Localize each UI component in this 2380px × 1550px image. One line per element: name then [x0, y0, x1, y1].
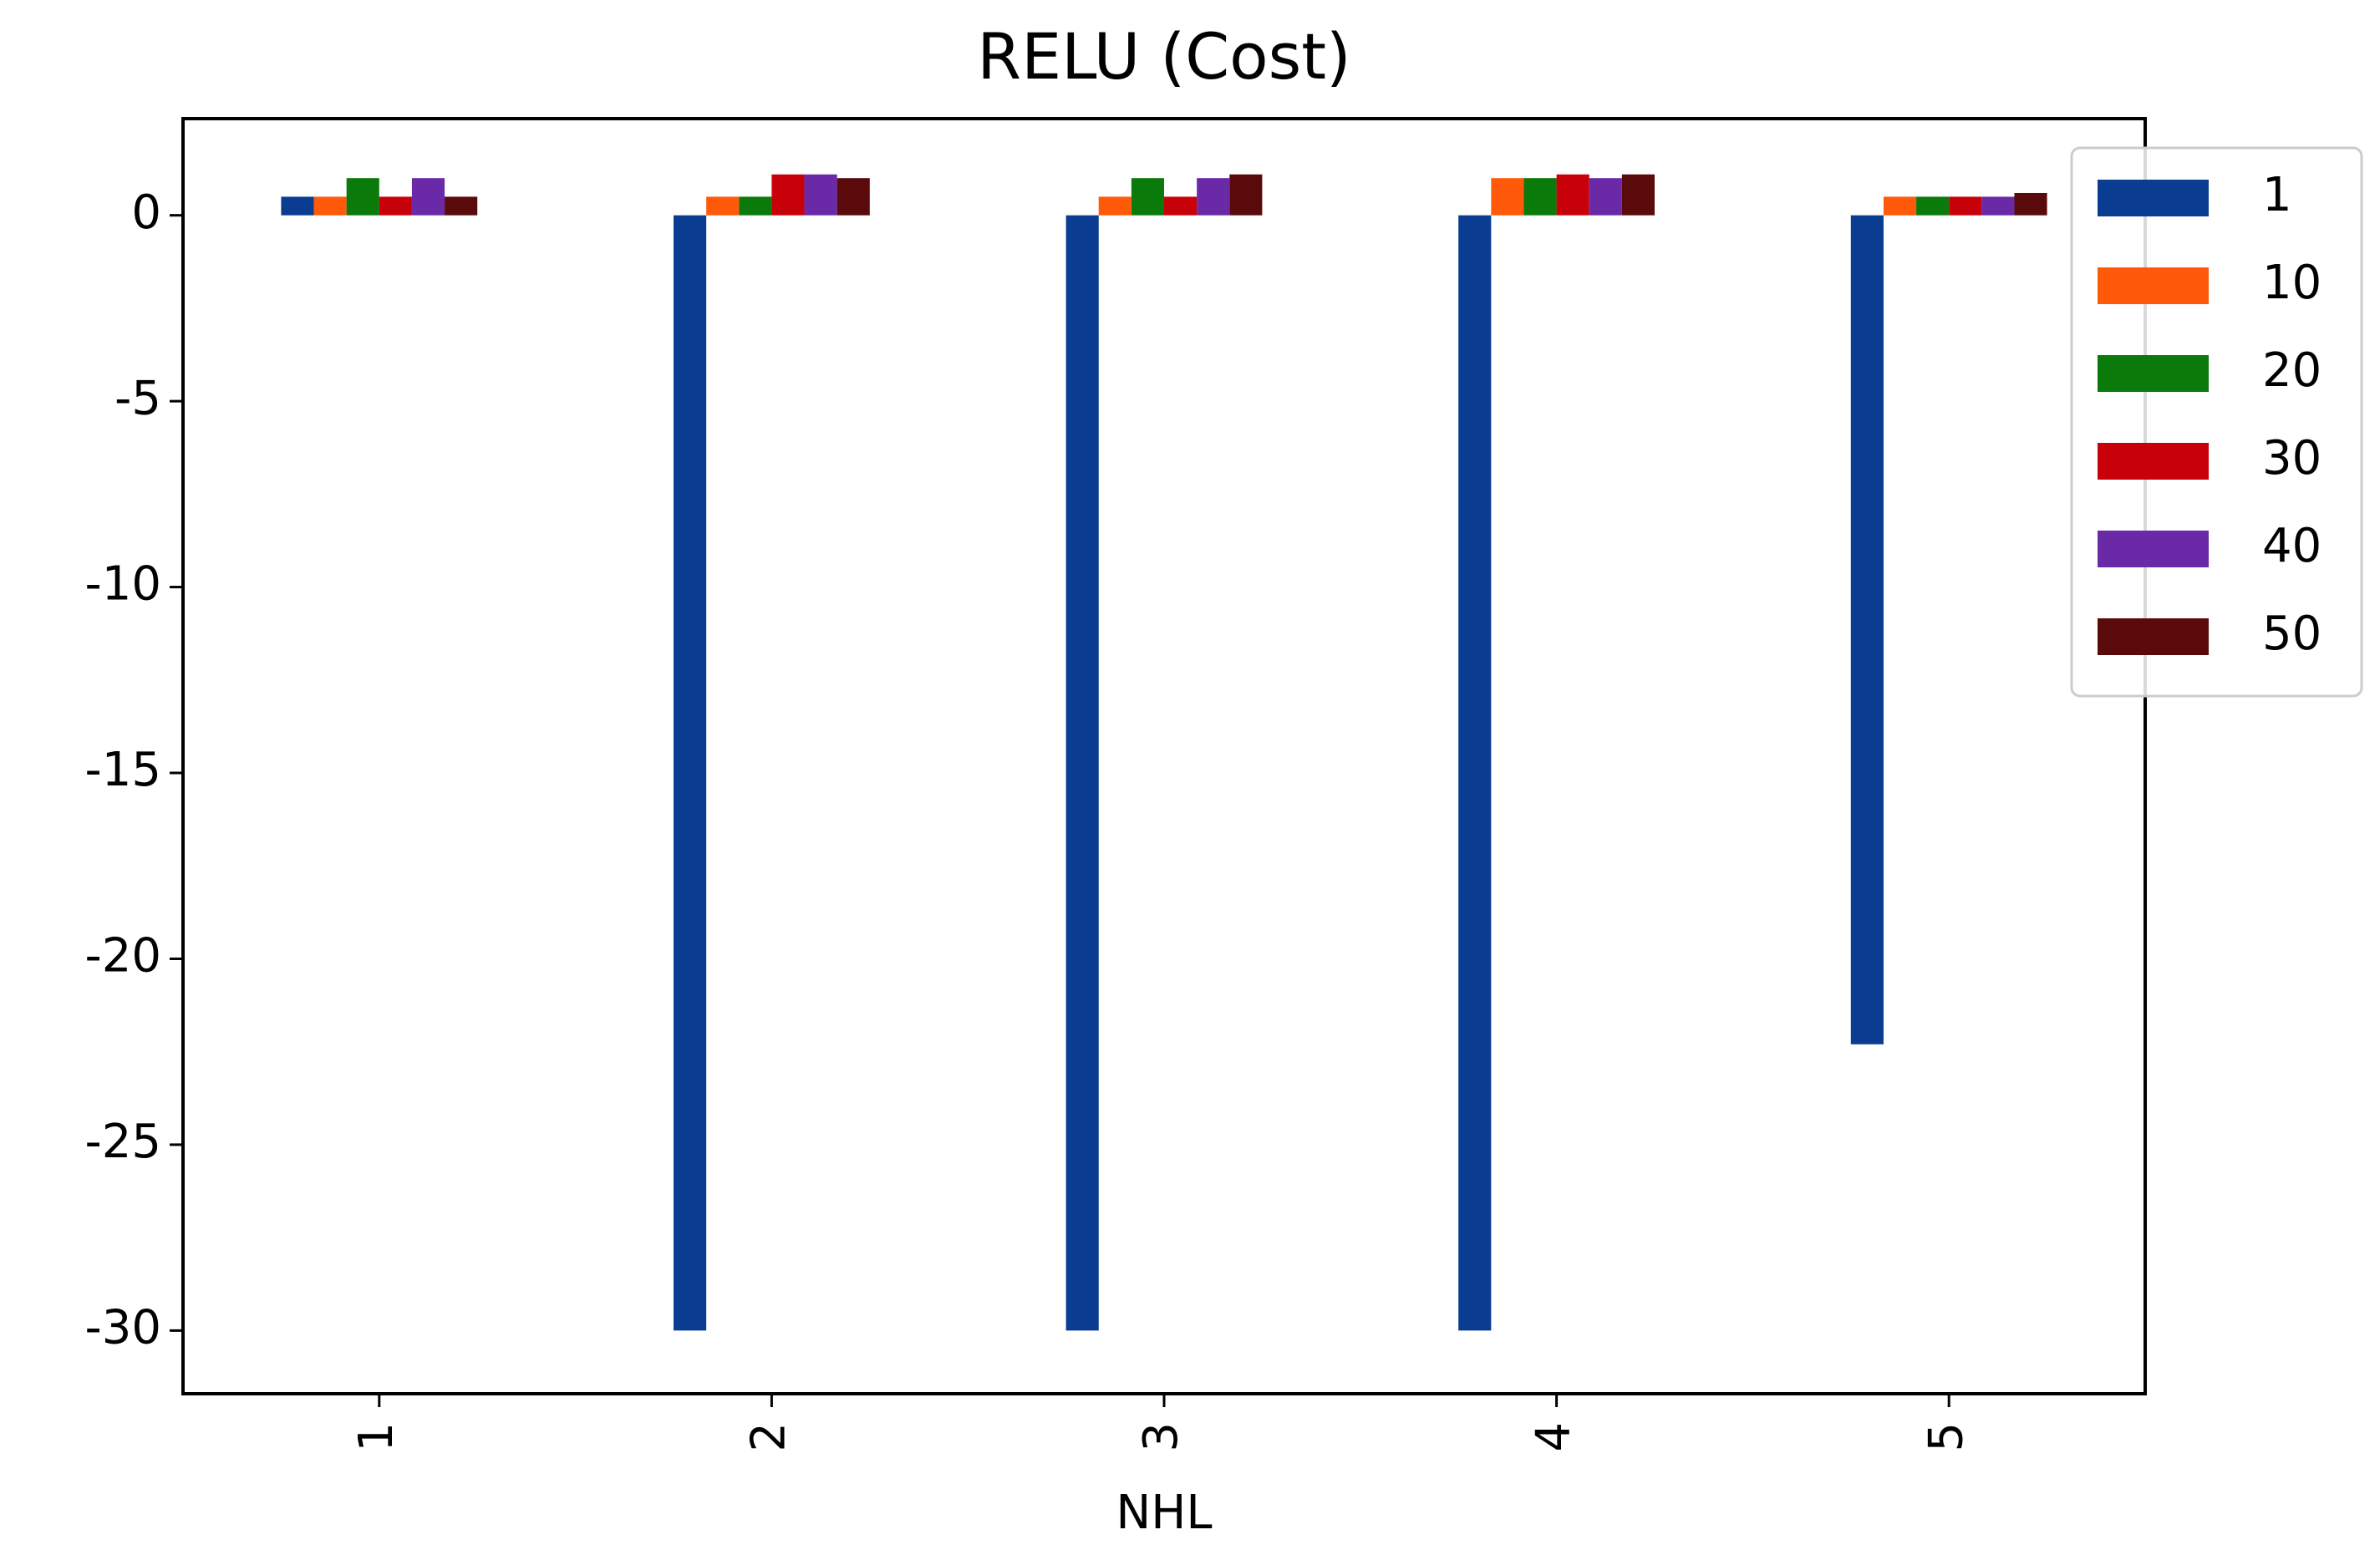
legend-label: 30 [2262, 431, 2322, 485]
bar [837, 178, 870, 216]
x-axis-label: NHL [1116, 1486, 1212, 1540]
x-tick-label: 3 [1134, 1422, 1188, 1452]
legend-label: 1 [2262, 168, 2292, 222]
y-tick-label: 0 [131, 185, 161, 240]
legend-swatch [2098, 267, 2209, 304]
bar [1098, 196, 1132, 216]
bar [1229, 174, 1263, 216]
bar [1850, 215, 1884, 1044]
bar [1523, 178, 1557, 216]
x-tick-label: 2 [742, 1422, 796, 1452]
legend-swatch [2098, 355, 2209, 392]
bar [1164, 196, 1198, 216]
bar [771, 174, 805, 216]
bar [445, 196, 478, 216]
bar [346, 178, 379, 216]
bar [1981, 196, 2015, 216]
bar [313, 196, 347, 216]
x-tick-label: 4 [1527, 1422, 1581, 1452]
y-tick-label: -15 [85, 743, 161, 797]
bar [674, 215, 707, 1331]
bar [1883, 196, 1917, 216]
bar [1197, 178, 1230, 216]
bar [1621, 174, 1655, 216]
legend-swatch [2098, 180, 2209, 216]
chart-title: RELU (Cost) [977, 19, 1350, 94]
bar [379, 196, 412, 216]
legend-label: 40 [2262, 519, 2322, 573]
legend-swatch [2098, 618, 2209, 655]
bar [281, 196, 314, 216]
bar [1458, 215, 1492, 1331]
bar [1916, 196, 1950, 216]
bar [1949, 196, 1982, 216]
bar [1556, 174, 1589, 216]
bar [804, 174, 837, 216]
x-tick-label: 5 [1919, 1422, 1973, 1452]
bar [1065, 215, 1099, 1331]
y-tick-label: -20 [85, 929, 161, 983]
legend-label: 20 [2262, 343, 2322, 398]
y-tick-label: -25 [85, 1115, 161, 1169]
legend-swatch [2098, 531, 2209, 567]
bar [1491, 178, 1524, 216]
legend-swatch [2098, 443, 2209, 480]
bar [739, 196, 772, 216]
legend-label: 50 [2262, 607, 2322, 661]
bar [2014, 192, 2047, 216]
plot-frame [181, 117, 2147, 1395]
bar [706, 196, 740, 216]
bar [1589, 178, 1622, 216]
y-tick-label: -10 [85, 557, 161, 612]
x-tick-label: 1 [349, 1422, 404, 1452]
legend-label: 10 [2262, 256, 2322, 310]
y-tick-label: -30 [85, 1301, 161, 1355]
bar [1131, 178, 1164, 216]
y-tick-label: -5 [114, 371, 161, 425]
bar [411, 178, 445, 216]
